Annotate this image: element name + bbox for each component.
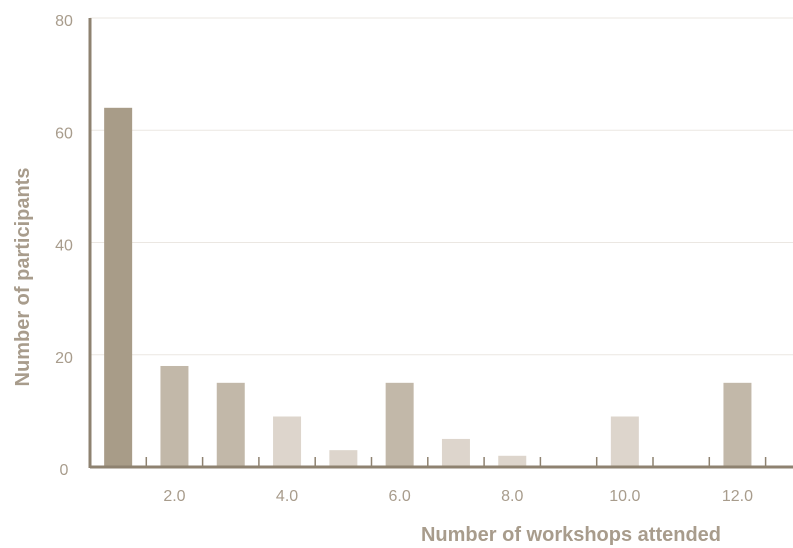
bar — [610, 416, 639, 467]
x-tick-labels: 2.0 4.0 6.0 8.0 10.0 12.0 — [163, 488, 753, 505]
x-axis-title: Number of workshops attended — [421, 524, 721, 546]
bar — [329, 450, 358, 467]
y-tick-label: 60 — [55, 125, 73, 142]
y-axis-title: Number of participants — [12, 168, 34, 387]
x-tick-label: 10.0 — [609, 488, 640, 505]
y-tick-labels: 0 20 40 60 80 — [55, 13, 73, 479]
bar — [273, 416, 302, 467]
bar — [385, 382, 414, 467]
y-tick-label: 20 — [55, 350, 73, 367]
bar — [498, 455, 527, 467]
x-tick-label: 8.0 — [501, 488, 523, 505]
bar — [160, 365, 189, 467]
y-tick-label: 80 — [55, 13, 73, 30]
y-tick-label: 0 — [60, 462, 69, 479]
x-tick-label: 12.0 — [722, 488, 753, 505]
x-tick-label: 6.0 — [389, 488, 411, 505]
axes — [88, 18, 793, 469]
x-tick-label: 2.0 — [163, 488, 185, 505]
x-tick-label: 4.0 — [276, 488, 298, 505]
bar — [441, 438, 470, 467]
bar — [216, 382, 245, 467]
gridlines — [90, 17, 793, 356]
bar — [104, 107, 133, 468]
bar — [723, 382, 752, 467]
y-tick-label: 40 — [55, 238, 73, 255]
bars — [104, 107, 752, 468]
